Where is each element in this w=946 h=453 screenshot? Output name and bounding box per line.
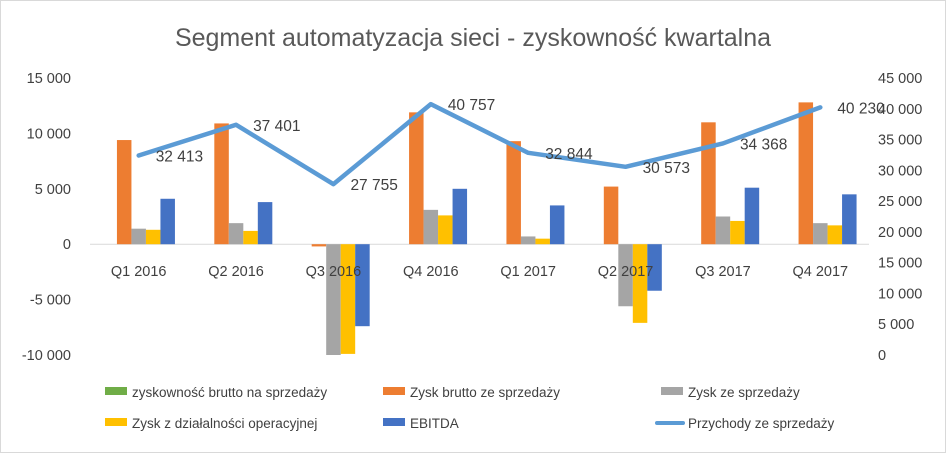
x-tick-label: Q4 2017 <box>792 264 848 280</box>
legend: zyskowność brutto na sprzedaży Zysk brutt… <box>105 385 835 431</box>
y-right-tick-label: 20 000 <box>878 225 922 241</box>
legend-label: Zysk z działalności operacyjnej <box>132 416 317 431</box>
legend-label: zyskowność brutto na sprzedaży <box>132 385 327 400</box>
bar <box>145 229 161 245</box>
bar <box>618 244 633 307</box>
legend-swatch <box>383 387 405 395</box>
x-tick-label: Q1 2016 <box>111 264 167 280</box>
x-tick-label: Q2 2016 <box>208 264 264 280</box>
legend-label: Przychody ze sprzedaży <box>688 416 835 431</box>
y-left-tick-label: 10 000 <box>27 126 71 142</box>
y-right-tick-label: 25 000 <box>878 194 922 210</box>
y-right-tick-label: 15 000 <box>878 256 922 272</box>
legend-swatch <box>105 418 127 426</box>
bar <box>340 244 356 354</box>
bar <box>603 186 619 245</box>
x-tick-label: Q4 2016 <box>403 264 459 280</box>
data-label: 37 401 <box>253 118 300 135</box>
y-left-tick-label: -5 000 <box>30 293 71 309</box>
bar <box>423 209 439 245</box>
y-left-tick-label: 0 <box>63 237 71 253</box>
bar <box>326 244 341 355</box>
bar <box>744 187 760 245</box>
bar <box>798 102 814 245</box>
bar <box>842 194 857 245</box>
y-right-tick-label: 30 000 <box>878 163 922 179</box>
y-right-tick-label: 10 000 <box>878 286 922 302</box>
legend-label: EBITDA <box>410 416 459 431</box>
bar <box>827 225 843 245</box>
bar <box>520 236 536 245</box>
x-tick-label: Q3 2016 <box>306 264 362 280</box>
legend-swatch <box>383 418 405 426</box>
x-tick-label: Q3 2017 <box>695 264 751 280</box>
bar <box>715 216 731 245</box>
bar <box>257 202 273 245</box>
y-right-tick-label: 0 <box>878 348 886 364</box>
series-line <box>136 101 823 187</box>
y-right-tick-label: 40 000 <box>878 102 922 118</box>
y-right-tick-label: 45 000 <box>878 71 922 87</box>
x-tick-label: Q2 2017 <box>598 264 654 280</box>
y-left-tick-label: 15 000 <box>27 71 71 87</box>
legend-swatch <box>661 387 683 395</box>
bar <box>535 238 550 245</box>
bar <box>452 188 468 245</box>
bar <box>632 244 648 323</box>
bar <box>228 223 244 245</box>
bar <box>647 244 662 291</box>
bar <box>701 122 716 245</box>
data-label: 32 844 <box>545 146 593 163</box>
bar <box>311 244 327 247</box>
plot-area: -10 000 -5 000 0 5 000 10 000 15 000 0 5 000 10 … <box>22 71 923 364</box>
bar <box>549 205 565 245</box>
bar <box>160 198 175 245</box>
y-right-tick-label: 35 000 <box>878 133 922 149</box>
bar <box>243 230 258 245</box>
bar <box>438 215 453 245</box>
data-label: 32 413 <box>156 148 203 165</box>
bar <box>214 123 229 245</box>
chart-title: Segment automatyzacja sieci - zyskowność… <box>175 24 771 52</box>
y-left-tick-label: 5 000 <box>35 182 71 198</box>
data-label: 30 573 <box>643 160 690 177</box>
y-left-tick-label: -10 000 <box>22 348 71 364</box>
data-label: 34 368 <box>740 136 787 153</box>
legend-label: Zysk brutto ze sprzedaży <box>410 385 560 400</box>
bar <box>813 223 828 245</box>
bar <box>355 244 370 327</box>
data-label: 27 755 <box>350 177 397 194</box>
y-right-tick-label: 5 000 <box>878 317 914 333</box>
x-tick-label: Q1 2017 <box>500 264 556 280</box>
bar <box>131 228 146 245</box>
bar <box>506 141 521 245</box>
legend-swatch <box>105 387 127 395</box>
bar <box>730 220 745 245</box>
bar <box>116 140 132 245</box>
legend-label: Zysk ze sprzedaży <box>688 385 800 400</box>
data-label: 40 757 <box>448 97 495 114</box>
data-label: 40 230 <box>837 100 885 117</box>
bar <box>409 112 424 245</box>
